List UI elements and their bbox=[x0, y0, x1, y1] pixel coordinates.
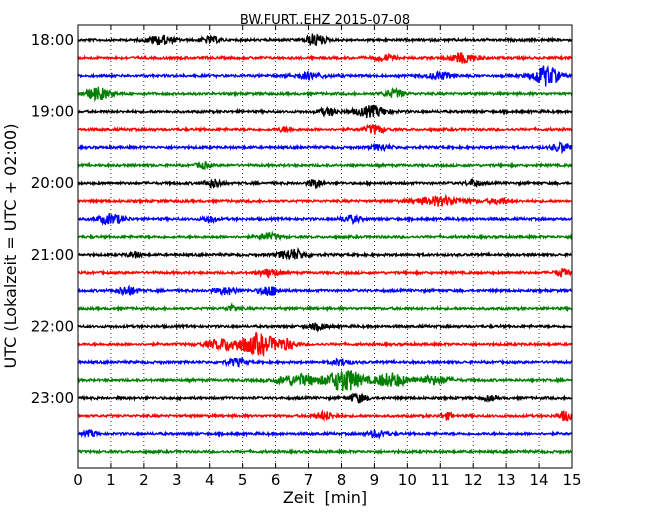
trace-line bbox=[77, 392, 572, 404]
x-axis-label: Zeit [min] bbox=[283, 488, 367, 507]
trace-line bbox=[77, 356, 573, 368]
trace-line bbox=[77, 246, 573, 261]
x-tick-label: 13 bbox=[497, 471, 516, 489]
x-tick-label: 1 bbox=[106, 471, 116, 489]
trace-line bbox=[77, 230, 573, 242]
trace-line bbox=[77, 409, 573, 422]
seismic-traces bbox=[77, 33, 573, 456]
trace-line bbox=[77, 104, 573, 119]
x-tick-label: 10 bbox=[398, 471, 417, 489]
x-tick-label: 2 bbox=[139, 471, 149, 489]
vertical-grid bbox=[110, 25, 540, 468]
trace-line bbox=[77, 160, 573, 171]
trace-line bbox=[77, 447, 573, 456]
trace-line bbox=[77, 52, 573, 64]
x-tick-label: 3 bbox=[172, 471, 182, 489]
trace-line bbox=[77, 301, 573, 313]
y-tick-label: 19:00 bbox=[31, 103, 74, 121]
y-tick-label: 21:00 bbox=[31, 246, 74, 264]
trace-line bbox=[77, 284, 573, 297]
x-tick-label: 9 bbox=[370, 471, 380, 489]
trace-line bbox=[77, 267, 572, 279]
trace-line bbox=[77, 428, 573, 441]
x-tick-label: 14 bbox=[530, 471, 549, 489]
x-tick-label: 5 bbox=[238, 471, 248, 489]
plot-frame bbox=[77, 24, 573, 469]
trace-line bbox=[77, 193, 573, 207]
trace-line bbox=[77, 322, 573, 333]
trace-line bbox=[77, 123, 573, 135]
y-tick-label: 20:00 bbox=[31, 174, 74, 192]
x-tick-label: 15 bbox=[562, 471, 581, 489]
y-tick-label: 22:00 bbox=[31, 317, 74, 335]
x-tick-label: 4 bbox=[205, 471, 215, 489]
trace-line bbox=[77, 213, 573, 226]
trace-line bbox=[77, 86, 573, 103]
y-tick-label: 23:00 bbox=[31, 389, 74, 407]
y-axis-label: UTC (Lokalzeit = UTC + 02:00) bbox=[1, 124, 20, 369]
trace-line bbox=[77, 331, 573, 358]
trace-line bbox=[77, 64, 573, 87]
x-tick-label: 8 bbox=[337, 471, 347, 489]
x-tick-label: 6 bbox=[271, 471, 281, 489]
x-tick-label: 12 bbox=[464, 471, 483, 489]
y-axis-ticks: 18:00 19:00 20:00 21:00 22:00 23:00 bbox=[31, 31, 572, 407]
y-tick-label: 18:00 bbox=[31, 31, 74, 49]
trace-line bbox=[77, 141, 573, 155]
x-tick-label: 7 bbox=[304, 471, 314, 489]
trace-line bbox=[77, 33, 573, 47]
trace-line bbox=[77, 177, 573, 190]
trace-line bbox=[77, 369, 573, 392]
x-tick-label: 11 bbox=[431, 471, 450, 489]
x-tick-label: 0 bbox=[73, 471, 83, 489]
chart-title: BW.FURT..EHZ 2015-07-08 bbox=[240, 13, 410, 28]
x-axis-ticks: 0 1 2 3 4 5 6 7 8 9 10 11 12 13 14 15 bbox=[73, 25, 582, 489]
